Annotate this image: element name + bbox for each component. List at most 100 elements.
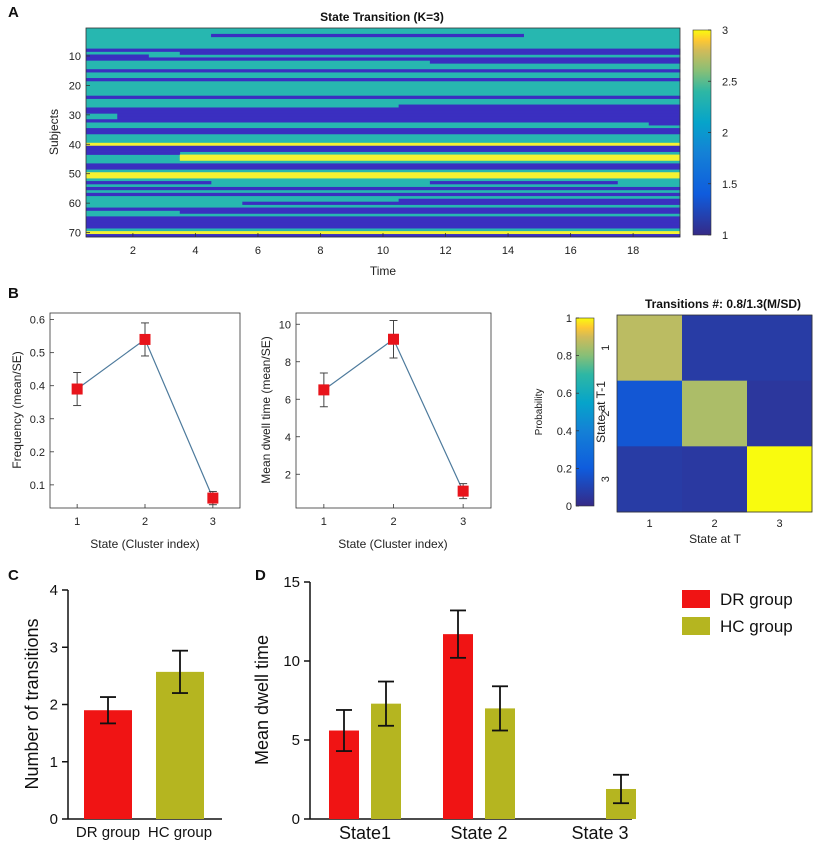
colorbar-tick-label-4: 3 [722, 25, 728, 37]
transition-y-tick-2: 3 [600, 476, 612, 482]
heatmap-run-8 [86, 95, 681, 99]
heatmap-run-14 [86, 119, 681, 123]
frequency-y-tick-label-5: 0.6 [30, 315, 45, 327]
transitions-bar-chart: 0 1 2 3 4 DR group HC group Number of transiti… [22, 582, 222, 841]
dwell-time-x-tick-label-1: 2 [390, 516, 396, 528]
probability-tick-label-0: 0 [566, 501, 572, 513]
heatmap-run-11 [86, 110, 681, 114]
dwell-time-x-tick-label-0: 1 [321, 516, 327, 528]
heatmap-y-label: Subjects [47, 109, 61, 155]
heatmap-run-10 [86, 107, 681, 111]
transition-matrix: Transitions #: 0.8/1.3(M/SD) 1 2 3 1 2 3 Stat… [534, 297, 813, 546]
dwell-time-y-tick-label-0: 2 [285, 469, 291, 481]
dwell-bars: 0 5 10 15 State1 State 2 State 3 [283, 574, 636, 843]
panel-label-c: C [8, 567, 19, 584]
heatmap-run-24 [86, 163, 681, 167]
heatmap-run-36 [86, 216, 681, 220]
dwell-category-label-1: State 2 [450, 823, 507, 843]
probability-colorbar [575, 317, 595, 507]
heatmap-x-ticks: 2 4 6 8 10 12 14 16 18 [130, 233, 639, 257]
transition-y-tick-0: 1 [600, 345, 612, 351]
dwell-time-point-0 [318, 384, 330, 396]
heatmap-y-tick-label-3: 40 [69, 139, 81, 151]
dwell-time-point-2 [457, 485, 469, 497]
heatmap-run-21 [86, 151, 181, 155]
dwell-bar-dr-1 [443, 634, 473, 819]
heatmap-x-tick-label-0: 2 [130, 245, 136, 257]
transitions-bar-1 [156, 671, 204, 819]
frequency-y-tick-label-4: 0.5 [30, 348, 45, 360]
dwell-time-plot: 1 2 3 2 4 6 8 10 State (Cluster index) Mean dwe… [259, 312, 492, 551]
transition-cell-3-2 [682, 446, 748, 513]
transitions-y-tick-label-0: 0 [50, 811, 58, 828]
probability-colorbar-label: Probability [534, 389, 545, 436]
dwell-bar-y-tick-label-1: 5 [292, 732, 300, 749]
transition-matrix-x-label: State at T [689, 532, 741, 546]
heatmap-run-35 [179, 210, 681, 214]
transition-x-tick-2: 3 [776, 518, 782, 530]
legend-label-dr: DR group [720, 590, 793, 609]
heatmap-x-tick-label-8: 18 [627, 245, 639, 257]
heatmap-run-23 [179, 157, 681, 161]
heatmap-run-34 [86, 207, 681, 211]
transitions-y-tick-label-1: 1 [50, 754, 58, 771]
heatmap-run-3 [86, 54, 149, 58]
transition-matrix-title: Transitions #: 0.8/1.3(M/SD) [645, 297, 801, 311]
frequency-x-tick-label-1: 2 [142, 516, 148, 528]
heatmap-run-38 [86, 222, 681, 226]
heatmap-run-22 [179, 154, 681, 158]
heatmap-run-15 [648, 122, 681, 126]
heatmap-run-26 [86, 172, 681, 176]
transitions-category-label-0: DR group [76, 824, 140, 841]
heatmap-x-tick-label-2: 6 [255, 245, 261, 257]
heatmap-run-33 [242, 201, 681, 205]
heatmap-run-1 [86, 48, 681, 52]
heatmap-run-12 [117, 113, 681, 117]
frequency-y-tick-label-2: 0.3 [30, 414, 45, 426]
dwell-time-y-tick-label-4: 10 [279, 319, 291, 331]
heatmap-run-29 [429, 181, 618, 185]
transition-x-tick-1: 2 [711, 518, 717, 530]
heatmap-y-tick-label-1: 20 [69, 80, 81, 92]
frequency-y-tick-label-3: 0.4 [30, 381, 45, 393]
frequency-plot: 1 2 3 0.1 0.2 0.3 0.4 0.5 0.6 State (Cluster ind… [10, 312, 241, 551]
heatmap-y-tick-label-6: 70 [69, 228, 81, 240]
dwell-time-plot-marks: 1 2 3 2 4 6 8 10 [279, 319, 469, 528]
heatmap-run-39 [86, 225, 681, 229]
heatmap-run-20 [86, 148, 681, 152]
transition-cell-3-3 [747, 446, 813, 513]
colorbar-tick-label-2: 2 [722, 128, 728, 140]
transition-cell-2-1 [617, 380, 683, 447]
transitions-y-label: Number of transitions [22, 618, 42, 789]
panel-label-b: B [8, 285, 19, 302]
heatmap-run-7 [86, 78, 681, 82]
frequency-point-2 [207, 492, 219, 504]
transition-x-tick-0: 1 [646, 518, 652, 530]
probability-tick-label-5: 1 [566, 313, 572, 325]
dwell-category-label-0: State1 [339, 823, 391, 843]
heatmap-y-ticks: 10 20 30 40 50 60 70 [69, 51, 90, 240]
transition-matrix-cells [617, 315, 813, 513]
heatmap-run-4 [86, 57, 681, 61]
colorbar-tick-label-1: 1.5 [722, 179, 737, 191]
heatmap-x-tick-label-4: 10 [377, 245, 389, 257]
transition-matrix-ticks: 1 2 3 1 2 3 [600, 345, 783, 530]
transitions-category-label-1: HC group [148, 824, 212, 841]
transitions-bars: 0 1 2 3 4 DR group HC group [50, 582, 212, 841]
heatmap-run-5 [429, 60, 681, 64]
dwell-bar-y-tick-label-2: 10 [283, 653, 300, 670]
transitions-bar-0 [84, 710, 132, 819]
heatmap-run-31 [86, 192, 681, 197]
transition-cell-2-3 [747, 380, 813, 447]
state-transition-heatmap: State Transition (K=3) 2 4 6 8 10 12 14 16 18 10… [47, 10, 737, 278]
transition-cell-1-3 [747, 315, 813, 382]
transition-matrix-y-label: State at T-1 [594, 381, 608, 443]
transitions-y-tick-label-2: 2 [50, 697, 58, 714]
heatmap-x-tick-label-7: 16 [564, 245, 576, 257]
heatmap-x-tick-label-5: 12 [439, 245, 451, 257]
dwell-time-y-tick-label-2: 6 [285, 394, 291, 406]
transition-matrix-frame [616, 314, 813, 513]
transition-y-tick-1: 2 [600, 410, 612, 416]
heatmap-run-2 [179, 51, 681, 55]
heatmap-y-tick-label-2: 30 [69, 110, 81, 122]
